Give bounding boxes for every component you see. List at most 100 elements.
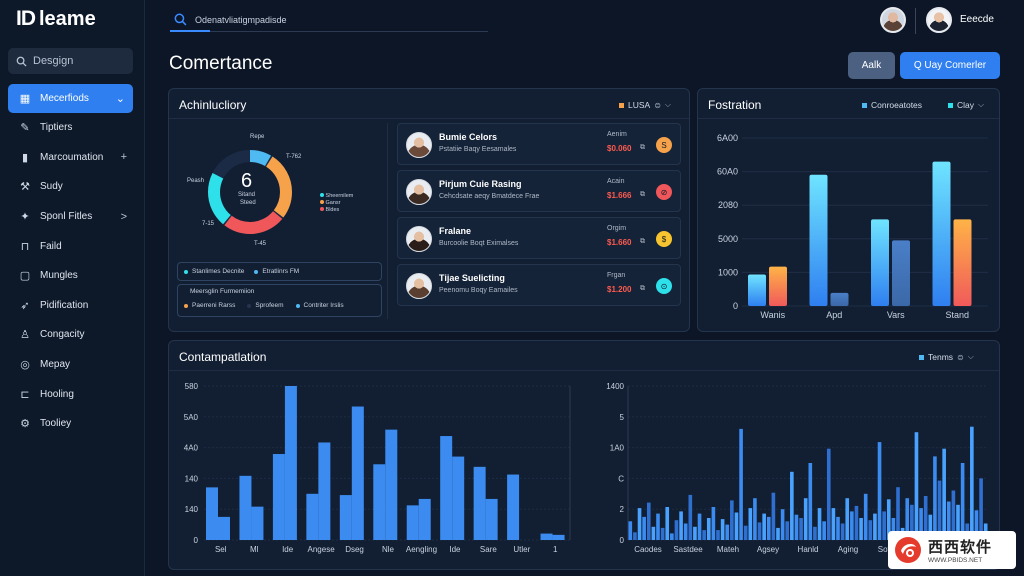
bar-clay [830,292,849,306]
secondary-button[interactable]: Aalk [848,52,895,79]
list-item[interactable]: Pirjum Cuie Rasing Cehcdsate aeqy Bmatdec… [397,170,681,212]
x-tick-label: Mateh [717,545,739,554]
sidebar-item-congacity[interactable]: ♙ Congacity [0,320,145,350]
bar [507,474,520,540]
y-tick-label: 5A0 [184,413,199,422]
chevron-down-icon: ⌄ [115,93,125,105]
sidebar-item-sponl-fitles[interactable]: ✦ Sponl Fitles > [0,202,145,232]
sidebar-item-faild[interactable]: ⊓ Faild [0,231,145,261]
bar [840,523,845,540]
bar-chart-left: 580 5A0 4A0 140 140 0 Sel Ml Ide Angese Dseg Nle Aen… [184,382,572,554]
bar [251,506,264,540]
mini-legend-label: Paerreni Rarss [192,302,236,309]
legend-dot [254,269,259,274]
sidebar: ID leame Desgign ▦ Mecerfiods ⌄ ✎ Tiptiers ▮ M… [0,0,145,576]
item-value: $1.200 [607,285,632,294]
bar [896,487,900,540]
donut-side-legend: Sheernilem Gansr Bldes [320,193,353,214]
bar [748,508,753,540]
status-icon: ⊘ [656,184,672,200]
sidebar-item-mepay[interactable]: ◎ Mepay [0,350,145,380]
sidebar-nav: ▦ Mecerfiods ⌄ ✎ Tiptiers ▮ Marcoumation + ⚒ Sudy… [0,84,145,439]
sidebar-item-hooling[interactable]: ⊏ Hooling [0,379,145,409]
bar [646,502,651,540]
donut-label: T-45 [254,241,267,247]
bar [485,498,498,540]
list-item[interactable]: Fralane Burcoolie Boqt Eximalses Orgim $1.6… [397,217,681,259]
item-subtitle: Burcoolie Boqt Eximalses [439,240,519,247]
sidebar-item-label: Tiptiers [40,122,73,134]
bar [873,513,877,540]
logo-name: leame [39,7,96,30]
avatar [406,179,432,205]
user-avatar[interactable] [926,7,952,33]
mini-legend-label: Contriter Irslis [303,302,344,309]
chevron-down-icon: ⌵ [978,100,985,109]
legend-dot [320,207,324,211]
donut-label: Peash [187,178,205,184]
bar [679,511,683,540]
sidebar-search-input[interactable]: Desgign [8,48,133,74]
donut-legend-box: Stanlimes Decnite Etratlinrs FM [177,262,382,281]
bar [762,513,766,540]
legend-swatch [919,354,924,360]
chevron-down-icon: ⌵ [967,352,974,361]
bar [440,436,453,540]
legend-dot [320,200,324,204]
bar [218,516,230,540]
list-item[interactable]: Bumie Celors Pstatiie Baqy Eesamales Aenim… [397,123,681,165]
primary-button[interactable]: Q Uay Comerler [900,52,1000,79]
sidebar-item-tiptiers[interactable]: ✎ Tiptiers [0,113,145,143]
bar [970,426,974,540]
top-search-input[interactable]: Odenatvliatigmpadisde [170,8,488,32]
legend-dropdown[interactable]: Clay ⌵ [948,100,984,110]
list-item[interactable]: Tijae Suelicting Peenomu Boqy Eamailes Frg… [397,264,681,306]
bar [693,526,697,540]
bar [637,508,642,540]
x-tick-label: Sare [480,545,497,554]
bar [674,520,679,540]
bar-clay [769,266,787,306]
bar [933,456,937,540]
donut-slice [208,150,292,234]
bar [831,508,836,540]
x-tick-label: Stand [945,310,969,320]
mini-legend-label: Etratlinrs FM [262,268,300,275]
donut-label: Repe [250,134,265,140]
legend-dropdown[interactable]: Tenms ⊜ ⌵ [919,352,974,362]
item-name: Fralane [439,226,472,236]
sidebar-item-pidification[interactable]: ➶ Pidification [0,291,145,321]
sidebar-item-mecerfiods[interactable]: ▦ Mecerfiods ⌄ [8,84,133,113]
x-tick-label: Dseg [345,545,364,554]
x-tick-label: 1 [553,545,558,554]
bar [730,500,734,540]
bar [817,508,822,540]
sidebar-item-mungles[interactable]: ▢ Mungles [0,261,145,291]
bar [753,498,757,540]
item-subtitle: Pstatiie Baqy Eesamales [439,146,517,153]
donut-label: 7-15 [202,221,215,227]
bar [683,523,688,540]
sidebar-item-label: Hooling [40,388,74,400]
bar [452,456,465,540]
sidebar-item-tooliey[interactable]: ⚙ Tooliey [0,409,145,439]
legend-dropdown[interactable]: LUSA ⊜ ⌵ [619,100,671,110]
donut-chart [208,150,292,234]
user-name[interactable]: Eeecde [960,14,994,25]
bar [974,510,979,540]
bar [716,530,720,540]
bar-conroeatotes [871,219,889,306]
x-tick-label: Ide [282,545,294,554]
item-subtitle: Peenomu Boqy Eamailes [439,287,518,294]
sidebar-item-marcoumation[interactable]: ▮ Marcoumation + [0,143,145,173]
app-logo[interactable]: ID leame [16,7,96,31]
avatar[interactable] [880,7,906,33]
bar [928,514,933,540]
x-tick-label: Apd [826,310,842,320]
mini-legend-label: Stanlimes Decnite [192,268,245,275]
legend-item[interactable]: Conroeatotes [862,100,922,110]
bar [951,490,956,540]
bar [780,509,785,540]
x-tick-label: Sel [215,545,227,554]
sidebar-item-sudy[interactable]: ⚒ Sudy [0,172,145,202]
